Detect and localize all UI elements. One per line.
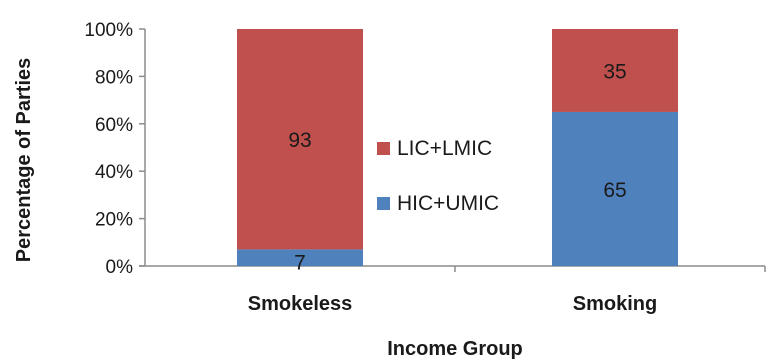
bar-segment [237, 249, 363, 266]
y-tick-label: 40% [95, 162, 133, 183]
data-label: 35 [603, 60, 626, 83]
x-tick-label: Smoking [573, 293, 657, 315]
legend: LIC+LMIC HIC+UMIC [377, 137, 499, 215]
legend-swatch [377, 197, 390, 210]
data-labels: 7 93 65 35 [288, 60, 626, 274]
y-tick-label: 60% [95, 115, 133, 136]
x-axis-title: Income Group [387, 338, 523, 360]
data-label: 65 [603, 179, 626, 202]
data-label: 7 [294, 251, 306, 274]
legend-label: HIC+UMIC [397, 192, 499, 215]
y-axis-title: Percentage of Parties [13, 58, 35, 263]
data-label: 93 [288, 129, 311, 152]
y-tick-label: 0% [106, 257, 134, 278]
y-tick-label: 80% [95, 67, 133, 88]
axes: 0% 20% 40% 60% 80% 100% Smokeless Smoking [84, 20, 766, 315]
bar-segment [552, 29, 678, 112]
bar-segment [237, 29, 363, 250]
y-tick-label: 20% [95, 210, 133, 231]
y-tick-label: 100% [84, 20, 133, 41]
bar-segment [552, 111, 678, 266]
legend-swatch [377, 142, 390, 155]
bars [237, 29, 678, 266]
legend-label: LIC+LMIC [397, 137, 492, 160]
x-tick-label: Smokeless [248, 293, 353, 315]
